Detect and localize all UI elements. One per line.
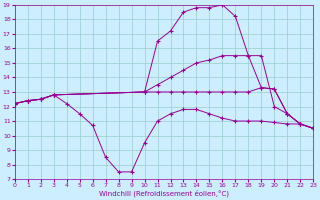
X-axis label: Windchill (Refroidissement éolien,°C): Windchill (Refroidissement éolien,°C) xyxy=(99,190,229,197)
